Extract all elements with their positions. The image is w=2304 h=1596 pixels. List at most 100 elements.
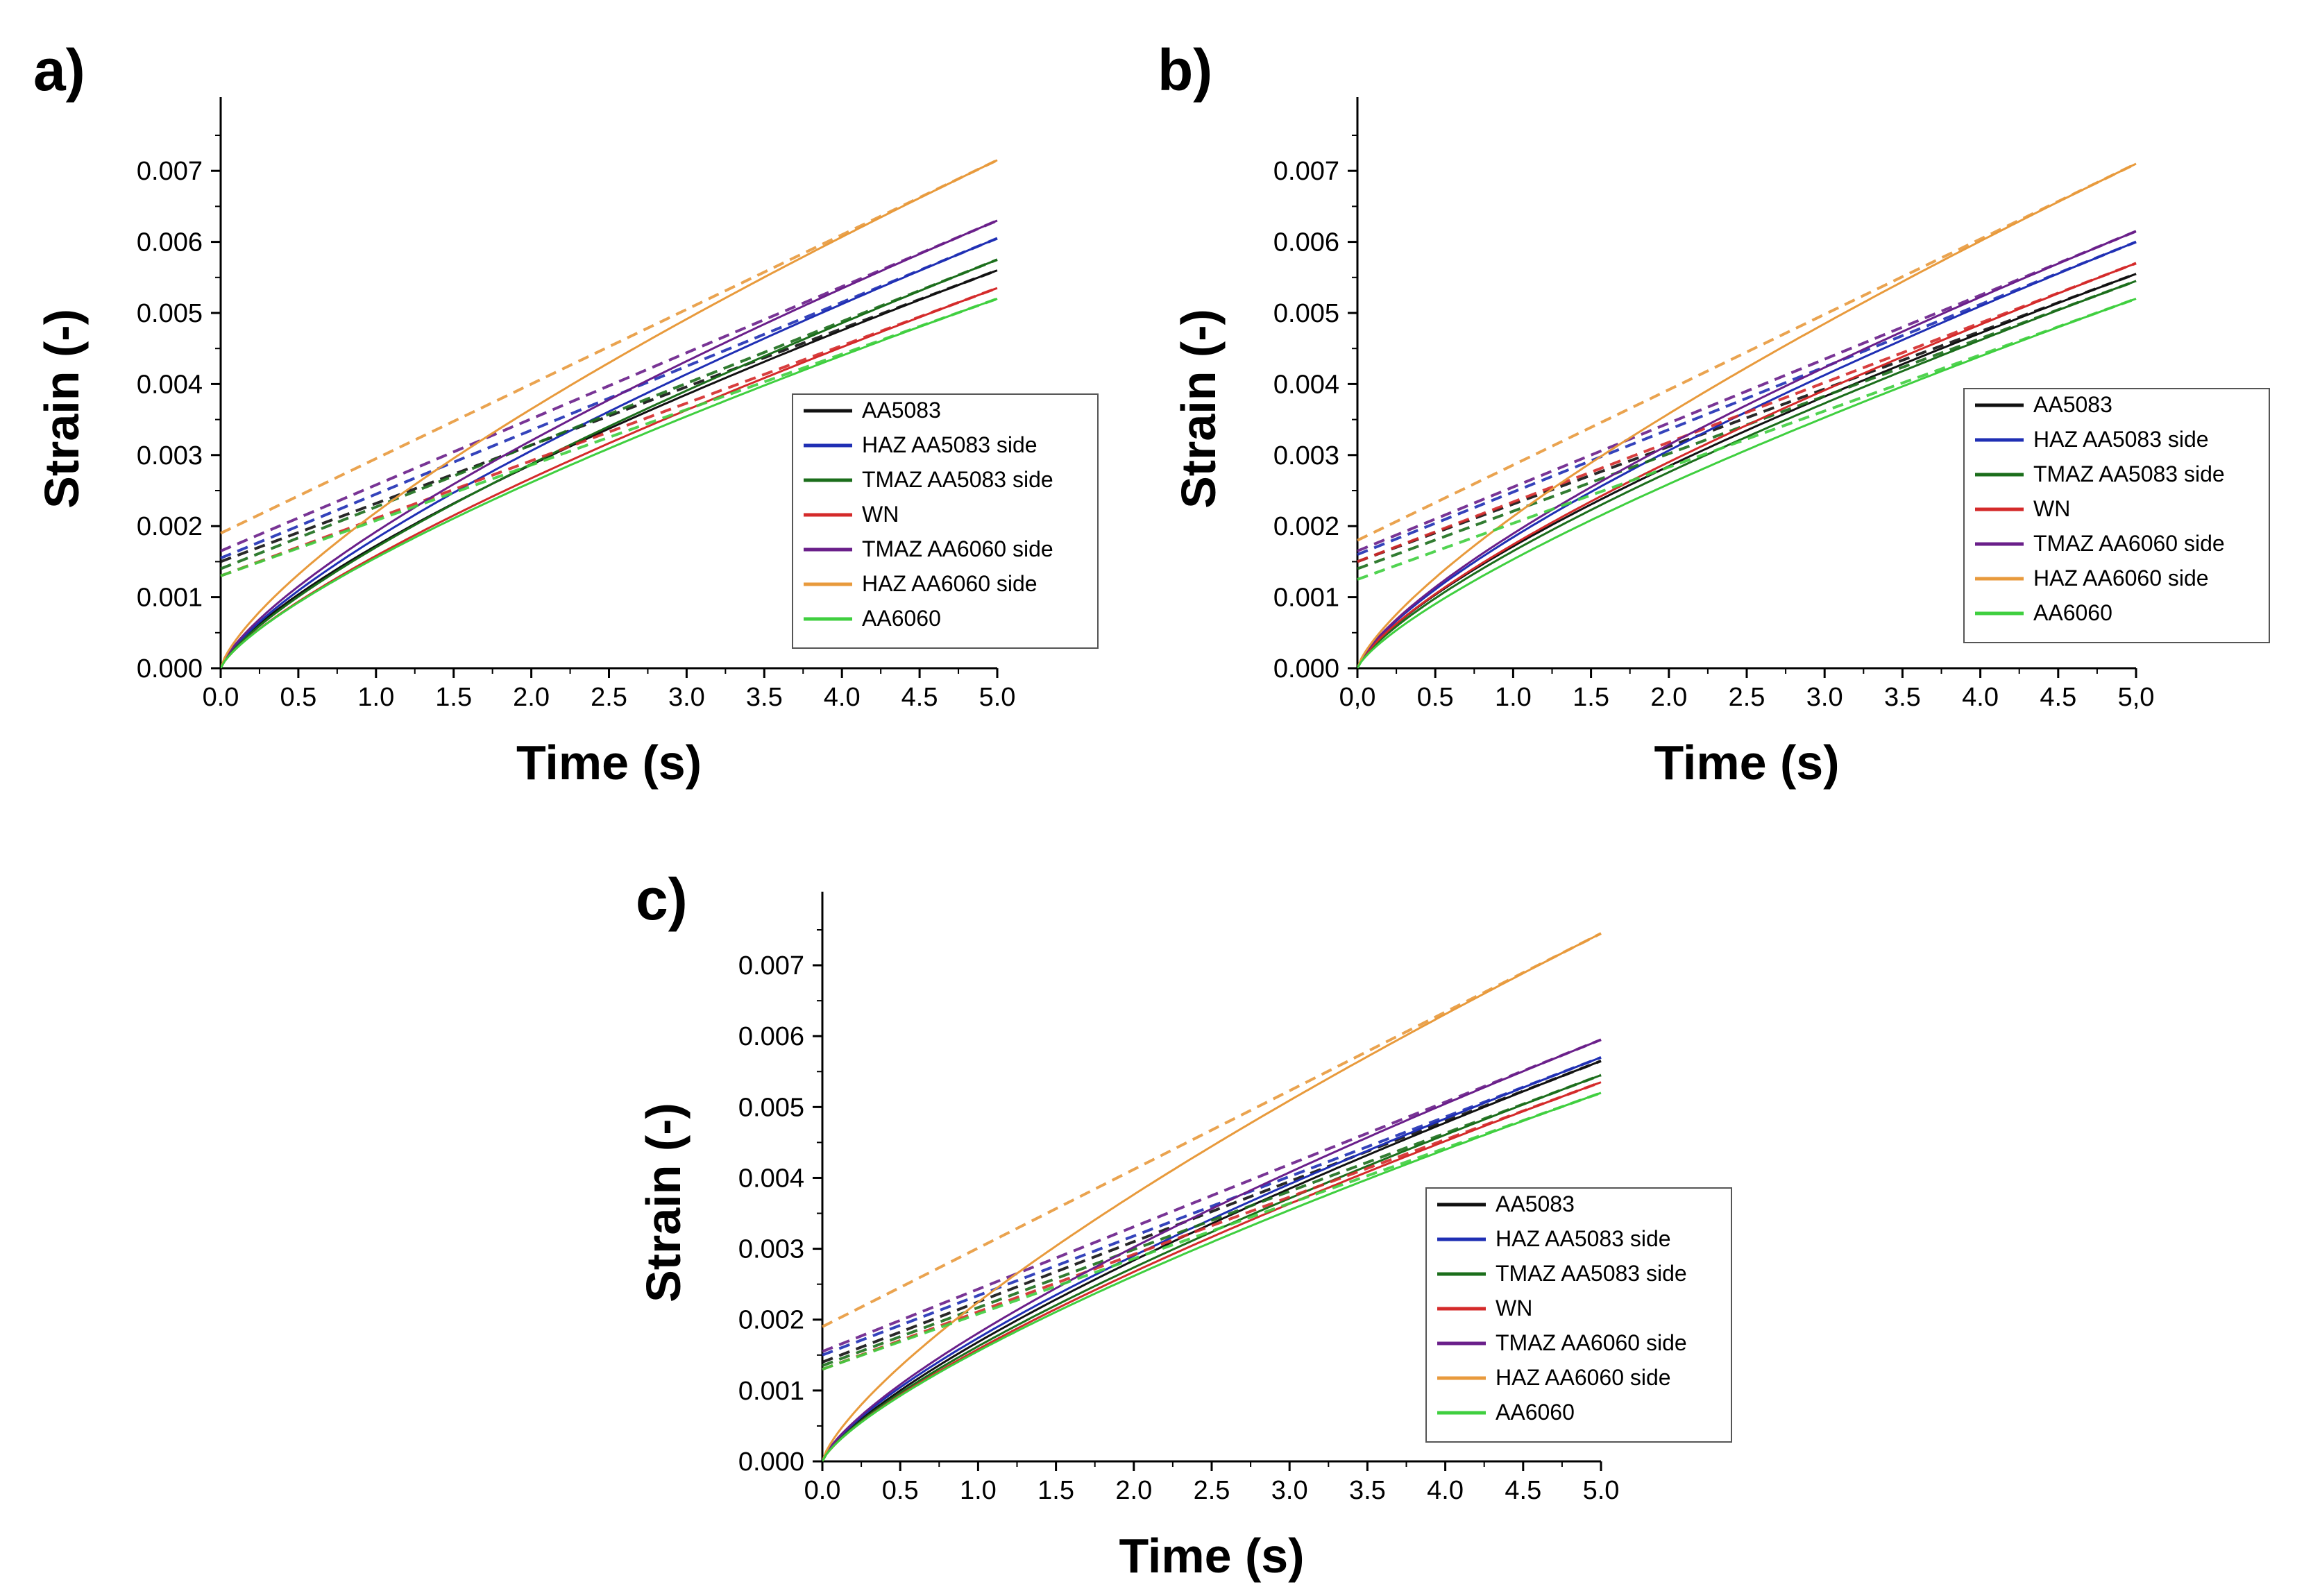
x-tick-label: 4.5 [901, 683, 938, 712]
y-tick-label: 0.007 [137, 157, 203, 186]
y-axis-title: Strain (-) [35, 309, 89, 509]
legend-entry: WN [862, 502, 899, 527]
series-fit-3 [822, 1073, 1602, 1367]
y-tick-label: 0.001 [1273, 584, 1339, 613]
series-curve-6 [1357, 162, 2137, 668]
x-tick-label: 1.5 [1037, 1476, 1074, 1505]
y-tick-label: 0.004 [1273, 370, 1339, 399]
series-fit-4 [220, 287, 998, 577]
legend-entry: TMAZ AA6060 side [2033, 531, 2225, 556]
legend-box [1425, 1187, 1732, 1443]
x-axis-title: Time (s) [1654, 736, 1839, 790]
y-tick-label: 0.005 [1273, 299, 1339, 328]
legend-entry: WN [2033, 496, 2070, 521]
x-tick-label: 2.5 [1194, 1476, 1230, 1505]
y-tick-label: 0.000 [738, 1448, 804, 1477]
x-tick-label: 3.5 [1884, 683, 1921, 712]
chart-panel-3: c) 0.0 0.5 1.0 1.5 2.0 2.5 3.0 3.5 4.0 4.5 5.0 0.000… [636, 867, 1732, 1583]
series-fit-1 [822, 1060, 1602, 1364]
y-tick-label: 0.002 [738, 1306, 804, 1335]
y-axis-title: Strain (-) [1171, 309, 1226, 509]
x-tick-label: 0.0 [203, 683, 239, 712]
panel-label: a) [33, 37, 85, 103]
y-tick-label: 0.002 [137, 512, 203, 541]
series-fit-7 [822, 1092, 1602, 1371]
x-tick-label: 5,0 [2118, 683, 2155, 712]
y-tick-label: 0.006 [137, 228, 203, 257]
x-tick-label: 3.0 [1806, 683, 1843, 712]
legend-entry: WN [1496, 1296, 1532, 1321]
series-fit-6 [822, 932, 1602, 1328]
series-fit-4 [822, 1080, 1602, 1371]
x-tick-label: 4.5 [2040, 683, 2076, 712]
y-tick-label: 0.007 [738, 951, 804, 980]
series-fit-5 [1357, 230, 2137, 552]
y-tick-label: 0.004 [738, 1164, 804, 1193]
x-tick-label: 2.5 [1729, 683, 1765, 712]
x-tick-label: 0.5 [280, 683, 316, 712]
x-tick-label: 2.0 [513, 683, 550, 712]
series-fit-3 [220, 258, 998, 570]
y-tick-label: 0.007 [1273, 157, 1339, 186]
x-tick-label: 2.0 [1115, 1476, 1152, 1505]
y-tick-label: 0.000 [137, 654, 203, 684]
legend-entry: HAZ AA5083 side [1496, 1226, 1671, 1251]
x-axis-title: Time (s) [1119, 1529, 1304, 1583]
series-fit-1 [1357, 272, 2137, 563]
legend-entry: HAZ AA5083 side [862, 432, 1037, 457]
legend-entry: AA5083 [1496, 1191, 1575, 1216]
x-tick-label: 0.5 [882, 1476, 919, 1505]
series-fit-5 [822, 1038, 1602, 1353]
y-tick-label: 0.004 [137, 370, 203, 399]
legend-entry: AA6060 [862, 606, 941, 631]
x-tick-label: 2.0 [1650, 683, 1687, 712]
x-tick-label: 0.0 [804, 1476, 841, 1505]
y-tick-label: 0.005 [137, 299, 203, 328]
series-curve-5 [1357, 230, 2137, 668]
legend-box [792, 393, 1099, 649]
legend-entry: TMAZ AA6060 side [862, 536, 1053, 561]
series-fit-2 [822, 1055, 1602, 1357]
series-curve-5 [221, 219, 998, 668]
series-fit-5 [220, 219, 998, 552]
x-tick-label: 1.0 [960, 1476, 997, 1505]
x-tick-label: 0,0 [1339, 683, 1376, 712]
x-tick-label: 4.0 [1427, 1476, 1464, 1505]
legend-entry: HAZ AA6060 side [1496, 1365, 1671, 1390]
x-tick-label: 1.5 [435, 683, 472, 712]
series-curve-2 [221, 237, 998, 668]
x-tick-label: 3.0 [1271, 1476, 1308, 1505]
legend-entry: AA5083 [2033, 392, 2112, 417]
x-tick-label: 1.0 [1495, 683, 1532, 712]
x-tick-label: 3.5 [1349, 1476, 1386, 1505]
y-axis-title: Strain (-) [636, 1103, 691, 1302]
panel-label: b) [1158, 37, 1212, 103]
legend-entry: TMAZ AA5083 side [1496, 1261, 1687, 1286]
legend-box [1963, 388, 2270, 643]
y-tick-label: 0.003 [1273, 441, 1339, 470]
x-tick-label: 4.5 [1505, 1476, 1541, 1505]
series-curve-5 [822, 1038, 1602, 1461]
y-tick-label: 0.001 [738, 1377, 804, 1406]
x-tick-label: 1.0 [357, 683, 394, 712]
legend-entry: AA6060 [1496, 1400, 1575, 1425]
y-tick-label: 0.001 [137, 584, 203, 613]
x-axis-title: Time (s) [516, 736, 702, 790]
y-tick-label: 0.005 [738, 1093, 804, 1122]
y-tick-label: 0.000 [1273, 654, 1339, 684]
y-tick-label: 0.006 [1273, 228, 1339, 257]
series-fit-1 [220, 269, 998, 563]
y-tick-label: 0.003 [738, 1235, 804, 1264]
series-fit-4 [1357, 262, 2137, 563]
x-tick-label: 3.0 [668, 683, 705, 712]
legend-entry: TMAZ AA5083 side [2033, 461, 2225, 486]
series-fit-7 [1357, 297, 2137, 581]
panel-label: c) [636, 867, 688, 932]
legend-entry: TMAZ AA6060 side [1496, 1330, 1687, 1355]
y-tick-label: 0.002 [1273, 512, 1339, 541]
y-tick-label: 0.006 [738, 1022, 804, 1051]
chart-panel-2: b) 0,0 0.5 1.0 1.5 2.0 2.5 3.0 3.5 4.0 4.5 5,0 0.000… [1158, 37, 2270, 790]
series-curve-6 [221, 159, 998, 668]
x-tick-label: 5.0 [1583, 1476, 1620, 1505]
